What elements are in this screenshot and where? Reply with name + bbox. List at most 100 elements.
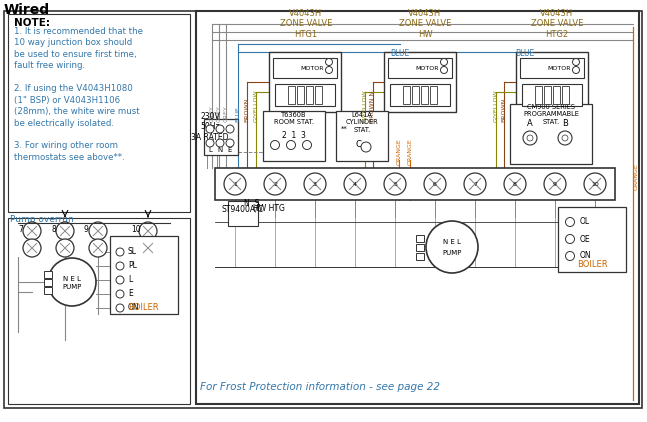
Text: E: E: [228, 147, 232, 153]
Circle shape: [573, 67, 580, 73]
Text: L: L: [128, 276, 132, 284]
Text: GREY: GREY: [217, 105, 221, 122]
Text: BOILER: BOILER: [576, 260, 608, 269]
Bar: [562, 86, 569, 104]
Text: G/YELLOW: G/YELLOW: [362, 89, 367, 122]
Text: L: L: [208, 147, 212, 153]
Text: ORANGE: ORANGE: [408, 138, 413, 165]
Bar: [510, 104, 592, 164]
Bar: [416, 243, 424, 251]
Text: MOTOR: MOTOR: [547, 65, 571, 70]
Text: G/YELLOW: G/YELLOW: [494, 89, 498, 122]
Circle shape: [544, 173, 566, 195]
Circle shape: [270, 141, 280, 149]
Circle shape: [304, 173, 326, 195]
Circle shape: [441, 59, 448, 65]
Circle shape: [562, 135, 568, 141]
Text: 9: 9: [84, 225, 89, 235]
Circle shape: [48, 258, 96, 306]
Circle shape: [226, 125, 234, 133]
Text: **: **: [341, 126, 347, 132]
Circle shape: [216, 125, 224, 133]
Text: GREY: GREY: [210, 105, 215, 122]
Text: 3: 3: [313, 181, 317, 187]
Bar: [390, 84, 450, 106]
Text: BROWN: BROWN: [501, 97, 507, 122]
Bar: [204, 119, 238, 155]
Text: Pump overrun: Pump overrun: [10, 215, 74, 224]
Bar: [543, 86, 551, 104]
Circle shape: [89, 239, 107, 257]
Circle shape: [116, 276, 124, 284]
Circle shape: [116, 304, 124, 312]
Circle shape: [464, 173, 486, 195]
Text: 5: 5: [393, 181, 397, 187]
Bar: [416, 235, 424, 241]
Bar: [305, 86, 313, 104]
Bar: [411, 86, 419, 104]
Circle shape: [504, 173, 526, 195]
Bar: [516, 52, 588, 112]
Circle shape: [573, 59, 580, 65]
Text: C: C: [356, 140, 362, 149]
Bar: [44, 279, 52, 286]
Text: GREY: GREY: [223, 105, 228, 122]
Circle shape: [56, 239, 74, 257]
Text: BLUE: BLUE: [236, 106, 241, 122]
Bar: [416, 252, 424, 260]
Bar: [44, 271, 52, 278]
Text: 8: 8: [513, 181, 517, 187]
Text: G/YELLOW: G/YELLOW: [254, 89, 259, 122]
Circle shape: [558, 131, 572, 145]
Text: 9: 9: [553, 181, 557, 187]
Text: V4043H
ZONE VALVE
HTG2: V4043H ZONE VALVE HTG2: [531, 9, 583, 39]
Text: OL: OL: [580, 217, 590, 227]
Text: PUMP: PUMP: [443, 250, 462, 256]
Text: 2: 2: [273, 181, 277, 187]
Text: L641A
CYLINDER
STAT.: L641A CYLINDER STAT.: [345, 112, 378, 133]
Bar: [8, 14, 190, 212]
Text: ON: ON: [128, 303, 140, 313]
Circle shape: [206, 125, 214, 133]
Circle shape: [565, 235, 575, 243]
Bar: [8, 218, 190, 404]
Bar: [522, 84, 582, 106]
Text: B: B: [562, 119, 568, 128]
Text: 230V
50Hz
3A RATED: 230V 50Hz 3A RATED: [192, 112, 229, 142]
Bar: [228, 201, 258, 226]
Bar: [534, 86, 542, 104]
Bar: [336, 111, 388, 161]
Circle shape: [287, 141, 296, 149]
Text: CM900 SERIES
PROGRAMMABLE
STAT.: CM900 SERIES PROGRAMMABLE STAT.: [523, 104, 579, 125]
Text: HW HTG: HW HTG: [253, 204, 285, 213]
Circle shape: [216, 139, 224, 147]
Text: T6360B
ROOM STAT.: T6360B ROOM STAT.: [274, 112, 314, 125]
Text: 1: 1: [233, 181, 237, 187]
Text: N: N: [217, 147, 223, 153]
Bar: [558, 207, 626, 272]
Text: 10: 10: [131, 225, 140, 235]
Circle shape: [224, 173, 246, 195]
Circle shape: [89, 222, 107, 240]
Circle shape: [584, 173, 606, 195]
Text: 6: 6: [433, 181, 437, 187]
Circle shape: [139, 222, 157, 240]
Text: ORANGE: ORANGE: [633, 164, 639, 190]
Circle shape: [426, 221, 478, 273]
Text: MOTOR: MOTOR: [415, 65, 439, 70]
Bar: [430, 86, 437, 104]
Circle shape: [344, 173, 366, 195]
Bar: [388, 58, 452, 78]
Text: N E L: N E L: [63, 276, 81, 282]
Bar: [421, 86, 428, 104]
Text: V4043H
ZONE VALVE
HTG1: V4043H ZONE VALVE HTG1: [280, 9, 332, 39]
Text: 2  1  3: 2 1 3: [282, 130, 306, 140]
Bar: [196, 11, 639, 404]
Circle shape: [206, 139, 214, 147]
Bar: [520, 58, 584, 78]
Bar: [402, 86, 410, 104]
Text: BROWN: BROWN: [245, 97, 250, 122]
Circle shape: [424, 173, 446, 195]
Text: SL: SL: [128, 247, 137, 257]
Bar: [314, 86, 322, 104]
